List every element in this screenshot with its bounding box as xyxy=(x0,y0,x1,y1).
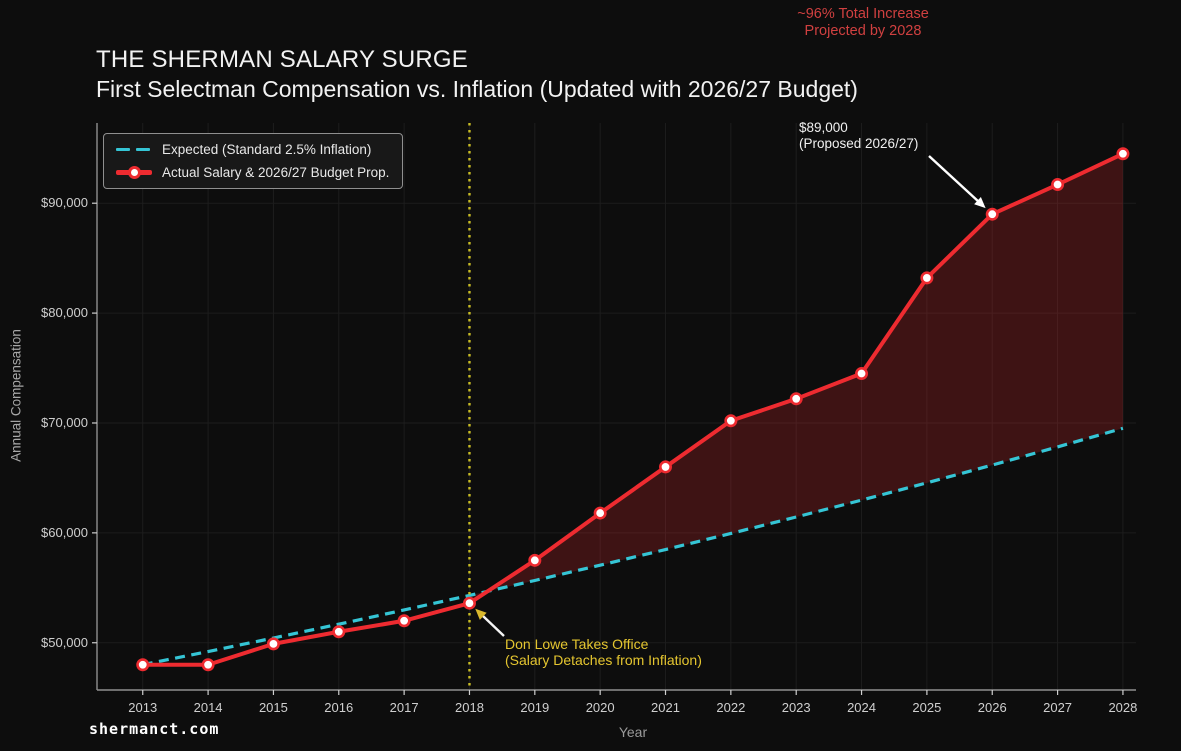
chart-title: THE SHERMAN SALARY SURGE xyxy=(96,46,469,73)
proposed-salary-line1: $89,000 xyxy=(799,120,848,135)
x-tick-label: 2016 xyxy=(324,700,354,715)
x-tick-label: 2015 xyxy=(258,700,288,715)
legend-row-actual: Actual Salary & 2026/27 Budget Prop. xyxy=(116,163,389,181)
x-tick-label: 2021 xyxy=(651,700,680,715)
event-callout-line1: Don Lowe Takes Office xyxy=(505,636,649,652)
x-tick-label: 2027 xyxy=(1043,700,1073,715)
x-tick-label: 2023 xyxy=(781,700,811,715)
y-tick-label: $60,000 xyxy=(41,524,88,540)
chart-subtitle: First Selectman Compensation vs. Inflati… xyxy=(96,76,858,102)
x-tick-label: 2026 xyxy=(977,700,1007,715)
y-tick-label: $50,000 xyxy=(41,634,88,650)
increase-callout-line2: Projected by 2028 xyxy=(804,23,922,39)
increase-callout: ~96% Total Increase Projected by 2028 xyxy=(778,6,948,40)
legend-row-expected: Expected (Standard 2.5% Inflation) xyxy=(116,140,389,158)
watermark-url: shermanct.com xyxy=(89,720,220,738)
x-tick-label: 2025 xyxy=(912,700,942,715)
event-callout: Don Lowe Takes Office (Salary Detaches f… xyxy=(505,636,702,668)
x-tick-label: 2013 xyxy=(128,700,158,715)
x-tick-label: 2019 xyxy=(520,700,550,715)
event-callout-line2: (Salary Detaches from Inflation) xyxy=(505,652,702,668)
x-tick-label: 2024 xyxy=(847,700,876,715)
x-axis-title: Year xyxy=(618,724,648,740)
proposed-salary-line2: (Proposed 2026/27) xyxy=(799,135,919,151)
increase-callout-line1: ~96% Total Increase xyxy=(797,6,929,22)
y-tick-label: $90,000 xyxy=(41,195,88,211)
legend-label-actual: Actual Salary & 2026/27 Budget Prop. xyxy=(162,164,390,180)
solid-line-dot-swatch xyxy=(116,163,152,181)
x-tick-label: 2018 xyxy=(455,700,484,715)
x-tick-label: 2017 xyxy=(389,700,419,715)
y-tick-label: $80,000 xyxy=(41,305,88,321)
y-axis-title: Annual Compensation xyxy=(8,329,24,462)
legend-label-expected: Expected (Standard 2.5% Inflation) xyxy=(162,141,372,157)
x-tick-label: 2028 xyxy=(1108,700,1138,715)
x-tick-label: 2014 xyxy=(193,700,223,715)
dashed-line-swatch xyxy=(116,140,152,158)
y-tick-label: $70,000 xyxy=(41,414,88,430)
x-tick-label: 2020 xyxy=(585,700,615,715)
x-tick-label: 2022 xyxy=(716,700,746,715)
proposed-salary-callout: $89,000 (Proposed 2026/27) xyxy=(799,120,918,151)
legend: Expected (Standard 2.5% Inflation) Actua… xyxy=(103,133,404,189)
